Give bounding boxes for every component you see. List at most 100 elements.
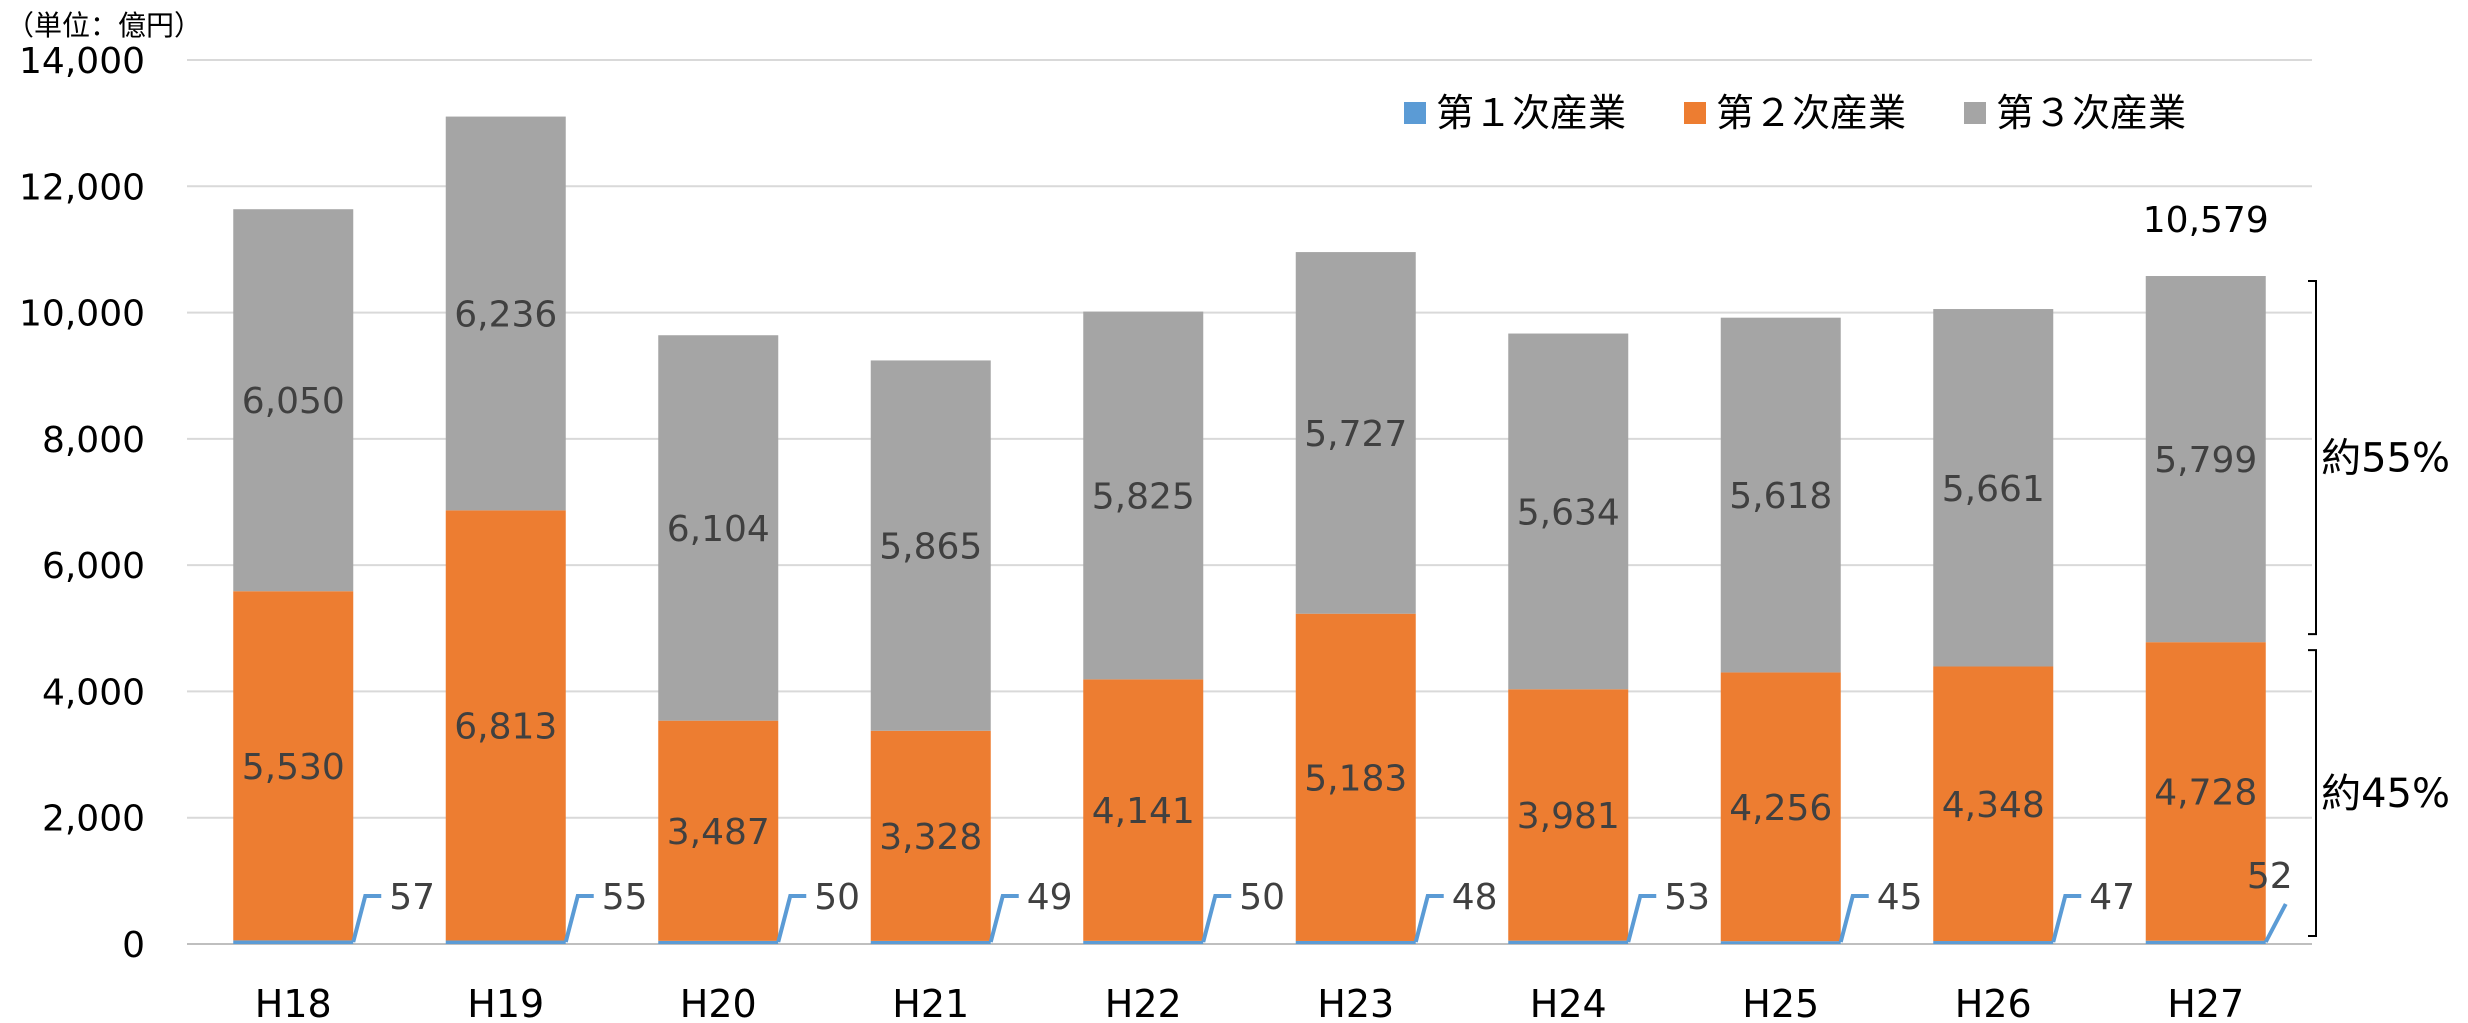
x-tick-label: H22 (1105, 982, 1182, 1023)
bar-secondary (2145, 642, 2266, 941)
bar-primary (1508, 940, 1629, 944)
data-label-primary: 47 (2089, 877, 2135, 918)
x-tick-label: H21 (892, 982, 969, 1023)
data-label-primary: 48 (1452, 877, 1498, 918)
unit-label: （単位：億円） (6, 9, 203, 42)
data-label-primary: 52 (2247, 856, 2293, 897)
y-tick-label: 14,000 (19, 41, 145, 82)
bar-primary (1295, 940, 1416, 944)
data-label-secondary: 3,328 (879, 817, 982, 858)
legend-swatch (1964, 102, 1986, 124)
bar-tertiary (2145, 276, 2266, 643)
bar-secondary (445, 510, 566, 941)
leader-line (988, 894, 1019, 943)
leader-line (563, 894, 594, 943)
x-tick-label: H23 (1317, 982, 1394, 1023)
x-tick-label: H24 (1530, 982, 1607, 1023)
bar-primary (1933, 941, 2054, 944)
data-label-secondary: 4,256 (1729, 788, 1832, 829)
data-label-tertiary: 6,236 (454, 294, 557, 335)
bracket-tertiary (2308, 280, 2317, 636)
x-tick-label: H27 (2167, 982, 2244, 1023)
data-label-tertiary: 6,050 (242, 381, 345, 422)
data-label-tertiary: 5,634 (1517, 492, 1620, 533)
bar-primary (1083, 940, 1204, 944)
bar-tertiary (233, 209, 354, 592)
y-tick-label: 4,000 (42, 672, 145, 713)
data-label-primary: 45 (1877, 877, 1923, 918)
data-label-secondary: 5,530 (242, 747, 345, 788)
bar-secondary (1083, 679, 1204, 941)
bar-tertiary (1720, 317, 1841, 673)
leader-line (1413, 894, 1444, 943)
bar-primary (445, 940, 566, 944)
bar-secondary (1508, 689, 1629, 941)
data-label-tertiary: 6,104 (667, 509, 770, 550)
data-label-primary: 49 (1027, 877, 1073, 918)
legend-label: 第１次産業 (1436, 91, 1626, 135)
x-tick-label: H19 (467, 982, 544, 1023)
bar-primary (1720, 941, 1841, 944)
bar-tertiary (870, 360, 991, 731)
data-label-tertiary: 5,825 (1092, 476, 1195, 517)
legend: 第１次産業 第２次産業 第３次産業 (1404, 91, 2186, 135)
y-tick-label: 12,000 (19, 167, 145, 208)
bar-tertiary (1295, 252, 1416, 614)
data-labels: 5,530 6,050 57 6,813 6,236 55 3,487 6,104 50 3,32… (242, 200, 2293, 943)
data-label-total: 10,579 (2143, 200, 2269, 241)
x-tick-label: H26 (1955, 982, 2032, 1023)
bars (233, 116, 2266, 944)
data-label-tertiary: 5,799 (2154, 440, 2257, 481)
data-label-secondary: 3,981 (1517, 796, 1620, 837)
data-label-primary: 50 (1239, 877, 1285, 918)
data-label-tertiary: 5,727 (1304, 414, 1407, 455)
y-tick-label: 6,000 (42, 546, 145, 587)
bar-primary (658, 940, 779, 944)
data-label-secondary: 3,487 (667, 812, 770, 853)
bracket-label-tertiary: 約55% (2321, 436, 2450, 482)
bar-secondary (233, 591, 354, 941)
legend-swatch (1684, 102, 1706, 124)
bar-primary (233, 940, 354, 944)
data-label-primary: 50 (814, 877, 860, 918)
bar-secondary (1933, 666, 2054, 942)
y-tick-label: 10,000 (19, 294, 145, 335)
y-tick-label: 2,000 (42, 799, 145, 840)
leader-line (351, 894, 382, 943)
data-label-secondary: 4,728 (2154, 772, 2257, 813)
bar-secondary (870, 730, 991, 941)
bar-tertiary (658, 335, 779, 721)
legend-label: 第３次産業 (1996, 91, 2186, 135)
bar-secondary (658, 720, 779, 941)
data-label-primary: 57 (389, 877, 435, 918)
leader-line (1626, 894, 1657, 943)
bar-primary (870, 940, 991, 944)
y-tick-label: 0 (122, 925, 145, 966)
x-tick-label: H18 (255, 982, 332, 1023)
y-axis-ticks: 0 2,000 4,000 6,000 8,000 10,000 12,000 14,000 (19, 41, 145, 966)
leader-line (776, 894, 807, 943)
legend-swatch (1404, 102, 1426, 124)
leader-line (2051, 894, 2082, 943)
bracket-secondary (2308, 649, 2317, 937)
x-tick-label: H20 (680, 982, 757, 1023)
bar-secondary (1720, 672, 1841, 942)
leader-line (2263, 903, 2288, 943)
bar-primary (2145, 940, 2266, 944)
data-label-secondary: 5,183 (1304, 758, 1407, 799)
bar-tertiary (1083, 311, 1204, 680)
data-label-primary: 53 (1664, 877, 1710, 918)
data-label-tertiary: 5,865 (879, 527, 982, 568)
data-label-secondary: 4,141 (1092, 791, 1195, 832)
bar-tertiary (1508, 333, 1629, 690)
legend-label: 第２次産業 (1716, 91, 1906, 135)
x-axis-ticks: H18 H19 H20 H21 H22 H23 H24 H25 H26 H27 (255, 982, 2244, 1023)
bar-secondary (1295, 613, 1416, 941)
data-label-tertiary: 5,618 (1729, 476, 1832, 517)
leader-line (1201, 894, 1232, 943)
data-label-secondary: 4,348 (1942, 785, 2045, 826)
x-tick-label: H25 (1742, 982, 1819, 1023)
data-label-primary: 55 (602, 877, 648, 918)
bar-tertiary (445, 116, 566, 511)
